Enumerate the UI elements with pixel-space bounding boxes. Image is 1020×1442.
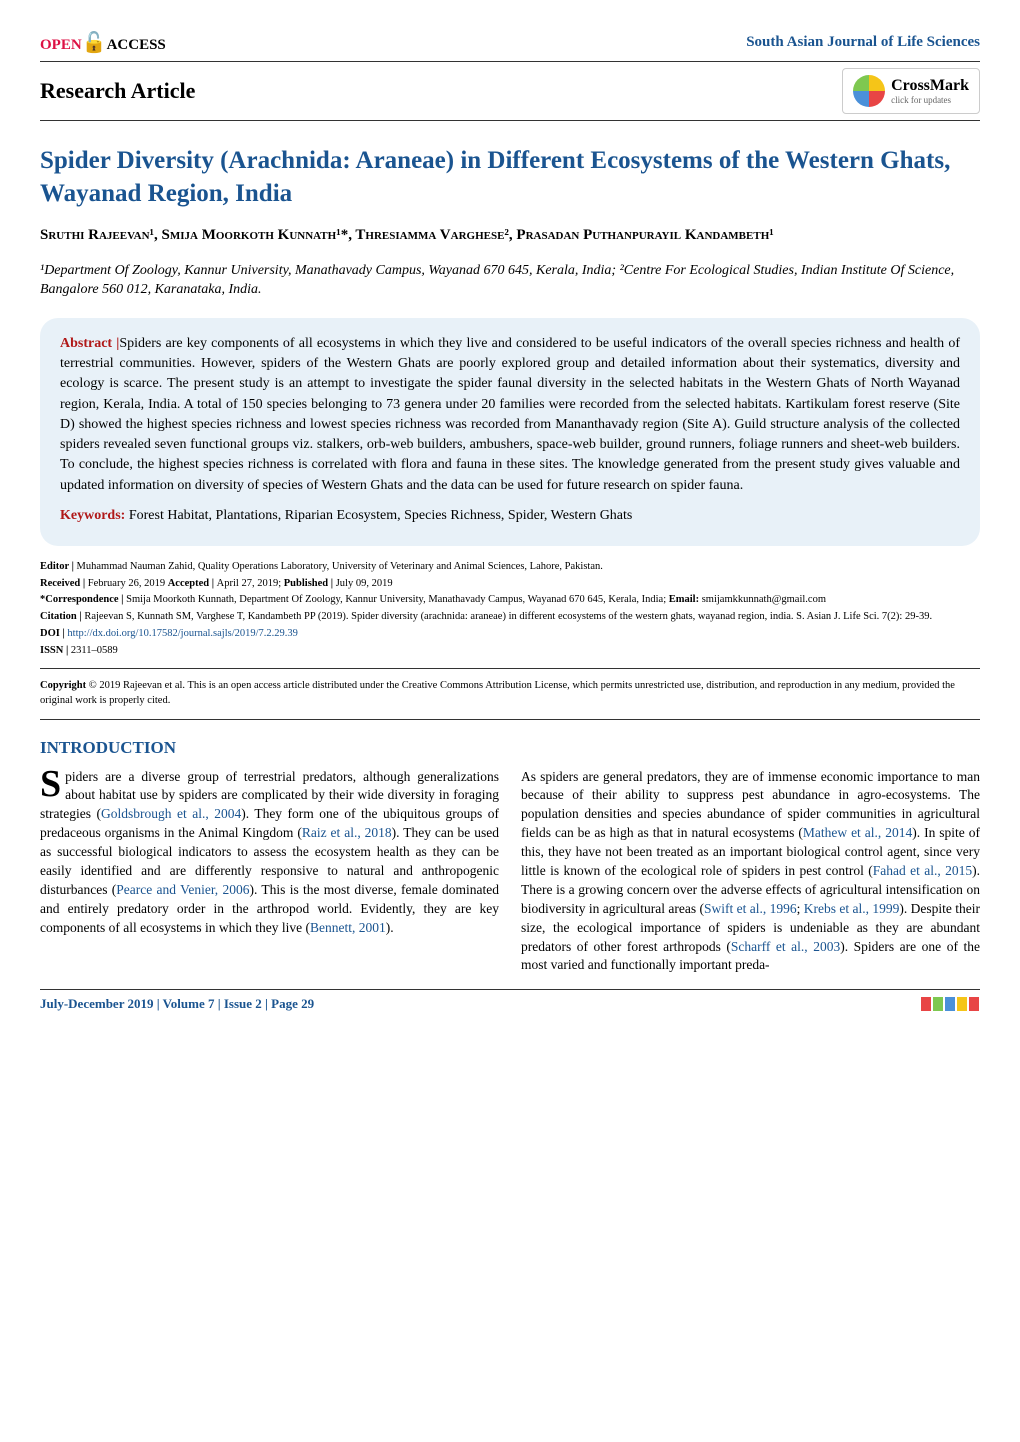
correspondence-line: *Correspondence | Smija Moorkoth Kunnath… [40,593,980,608]
dates-line: Received | February 26, 2019 Accepted | … [40,577,980,592]
cite-ref[interactable]: Fahad et al., 2015 [873,863,972,878]
footer-issue: July-December 2019 | Volume 7 | Issue 2 … [40,996,314,1012]
crossmark-badge[interactable]: CrossMark click for updates [842,68,980,114]
abstract-box: Abstract |Spiders are key components of … [40,318,980,546]
lock-icon: 🔓 [82,32,107,54]
page-footer: July-December 2019 | Volume 7 | Issue 2 … [40,989,980,1012]
keywords-line: Keywords: Forest Habitat, Plantations, R… [60,508,960,524]
paragraph: As spiders are general predators, they a… [521,768,980,976]
cite-ref[interactable]: Pearce and Venier, 2006 [116,882,249,897]
column-left: Spiders are a diverse group of terrestri… [40,768,499,976]
crossmark-label: CrossMark [891,77,969,94]
column-right: As spiders are general predators, they a… [521,768,980,976]
citation-line: Citation | Rajeevan S, Kunnath SM, Vargh… [40,610,980,625]
crossmark-subtext: click for updates [891,95,969,105]
article-title: Spider Diversity (Arachnida: Araneae) in… [40,145,980,210]
affiliations: ¹Department Of Zoology, Kannur Universit… [40,261,980,300]
article-type-row: Research Article CrossMark click for upd… [40,62,980,121]
keywords-text: Forest Habitat, Plantations, Riparian Ec… [125,508,632,523]
page-header: OPEN🔓ACCESS South Asian Journal of Life … [40,30,980,62]
issn-line: ISSN | 2311–0589 [40,644,980,659]
body-columns: Spiders are a diverse group of terrestri… [40,768,980,976]
copyright-line: Copyright © 2019 Rajeevan et al. This is… [40,679,980,708]
cite-ref[interactable]: Swift et al., 1996 [704,901,797,916]
cite-ref[interactable]: Raiz et al., 2018 [302,825,392,840]
meta-block: Editor | Muhammad Nauman Zahid, Quality … [40,560,980,658]
keywords-label: Keywords: [60,508,125,523]
access-text: ACCESS [107,37,166,53]
cite-ref[interactable]: Mathew et al., 2014 [803,825,912,840]
cite-ref[interactable]: Goldsbrough et al., 2004 [101,806,241,821]
paragraph: Spiders are a diverse group of terrestri… [40,768,499,938]
abstract-text: Spiders are key components of all ecosys… [60,336,960,493]
dropcap: S [40,768,65,800]
open-text: OPEN [40,37,82,53]
cite-ref[interactable]: Bennett, 2001 [310,920,386,935]
authors-line: Sruthi Rajeevan¹, Smija Moorkoth Kunnath… [40,224,980,247]
divider [40,668,980,669]
crossmark-text-wrap: CrossMark click for updates [891,77,969,105]
section-heading: INTRODUCTION [40,738,980,758]
article-type: Research Article [40,78,195,104]
divider [40,719,980,720]
abstract-label: Abstract | [60,336,119,351]
doi-link[interactable]: http://dx.doi.org/10.17582/journal.sajls… [67,628,298,639]
journal-name: South Asian Journal of Life Sciences [746,34,980,51]
cite-ref[interactable]: Krebs et al., 1999 [804,901,900,916]
cite-ref[interactable]: Scharff et al., 2003 [731,939,840,954]
doi-line: DOI | http://dx.doi.org/10.17582/journal… [40,627,980,642]
publisher-logo-icon [920,997,980,1011]
editor-line: Editor | Muhammad Nauman Zahid, Quality … [40,560,980,575]
abstract-paragraph: Abstract |Spiders are key components of … [60,334,960,496]
open-access-label: OPEN🔓ACCESS [40,30,166,55]
crossmark-icon [853,75,885,107]
